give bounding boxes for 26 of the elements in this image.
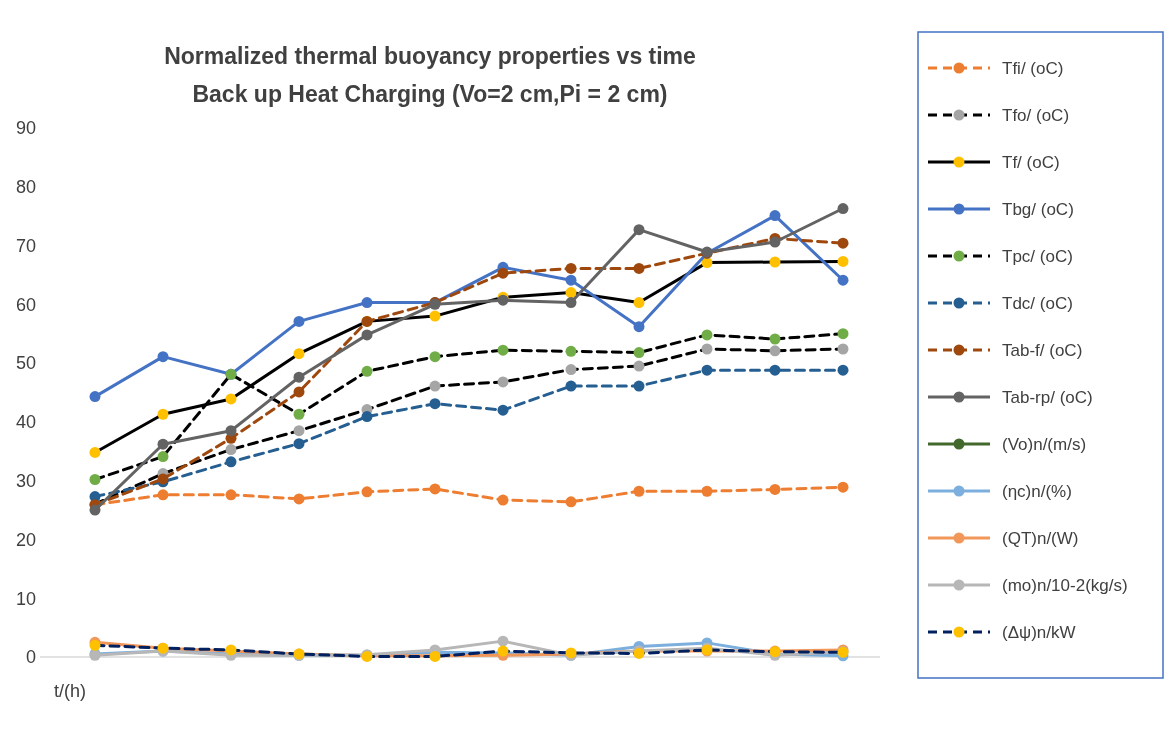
legend-label: Tab-f/ (oC)	[1002, 340, 1083, 360]
legend-label: Tdc/ (oC)	[1002, 293, 1073, 313]
legend-label: (QT)n/(W)	[1002, 528, 1079, 548]
y-tick-label: 60	[15, 294, 36, 315]
y-tick-label: 70	[15, 235, 36, 256]
y-tick-label: 90	[15, 118, 36, 139]
legend-label: Tfi/ (oC)	[1002, 58, 1064, 78]
chart-title: Normalized thermal buoyancy properties vs time	[164, 43, 696, 69]
y-tick-label: 40	[15, 412, 36, 433]
legend-label: Tf/ (oC)	[1002, 152, 1060, 172]
y-tick-label: 0	[25, 647, 36, 668]
y-tick-label: 20	[15, 529, 36, 550]
legend-label: (mo)n/10-2(kg/s)	[1002, 575, 1128, 595]
legend-label: Tab-rp/ (oC)	[1002, 387, 1093, 407]
y-tick-label: 10	[15, 588, 36, 609]
legend-label: (ηc)n/(%)	[1002, 481, 1072, 501]
legend-label: Tfo/ (oC)	[1002, 105, 1070, 125]
legend-label: (Δψ)n/kW	[1002, 622, 1076, 642]
legend-label: (Vo)n/(m/s)	[1002, 434, 1087, 454]
y-tick-label: 80	[15, 177, 36, 198]
chart-subtitle: Back up Heat Charging (Vo=2 cm,Pi = 2 cm)	[192, 81, 668, 107]
y-tick-label: 50	[15, 353, 36, 374]
x-axis-title: t/(h)	[54, 681, 87, 701]
y-tick-label: 30	[15, 470, 36, 491]
legend-label: Tpc/ (oC)	[1002, 246, 1073, 266]
legend-label: Tbg/ (oC)	[1002, 199, 1074, 219]
